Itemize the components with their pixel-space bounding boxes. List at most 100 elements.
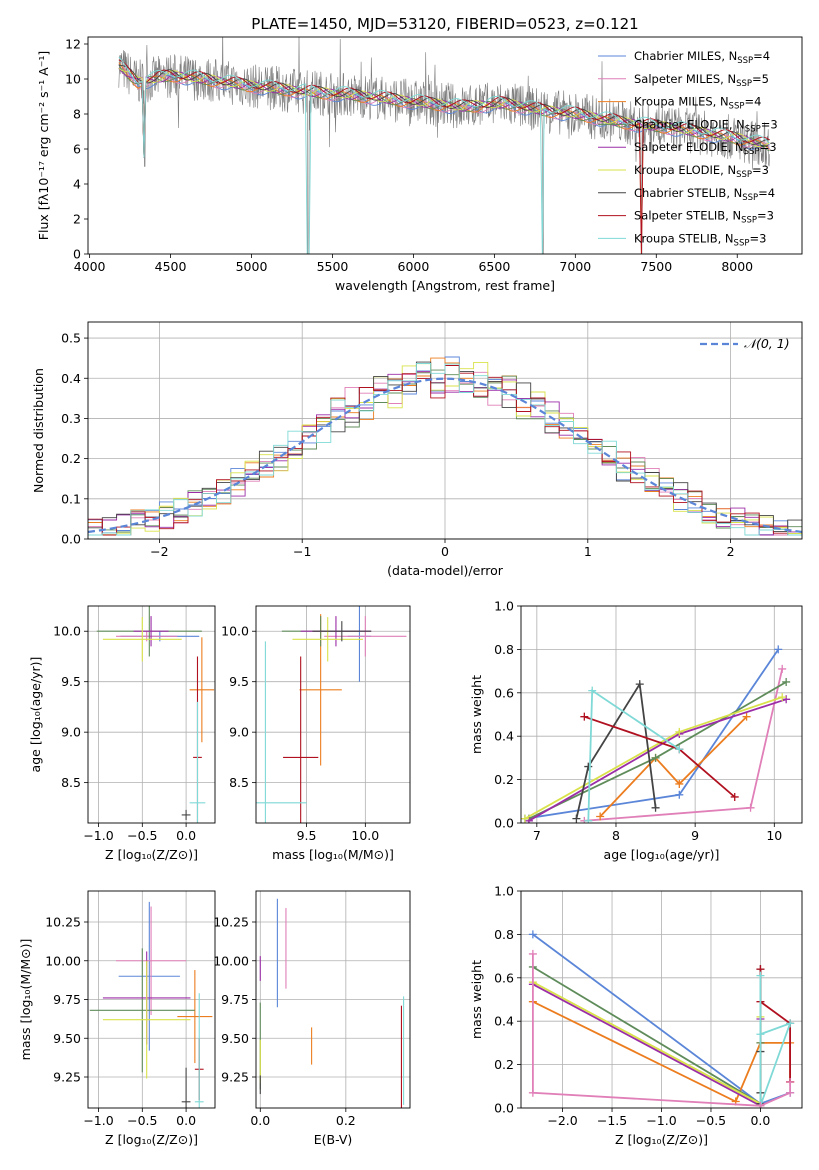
legend-entry: Salpeter STELIB, NSSP=3 xyxy=(634,209,774,226)
legend-name: Salpeter ELODIE, N xyxy=(634,140,744,154)
plot-area xyxy=(256,891,410,1108)
x-axis-label: Z [log₁₀(Z/Z⊙)] xyxy=(105,1132,198,1147)
y-tick-label: 0.3 xyxy=(61,411,81,426)
x-tick-label: 7000 xyxy=(559,259,591,274)
spectrum-panel: 4000 4500 5000 5500 6000 6500 7000 7500 8000 0 2 4 6… xyxy=(36,36,803,293)
weight-point xyxy=(528,1088,537,1097)
x-tick-label: 8 xyxy=(612,828,620,843)
x-tick-label: −0.5 xyxy=(127,1113,157,1128)
y-axis-label: Flux [fλ10⁻¹⁷ erg cm⁻² s⁻¹ A⁻¹] xyxy=(36,51,51,240)
plot-area xyxy=(118,37,770,254)
weight-point xyxy=(596,812,605,821)
weight-point xyxy=(782,677,791,686)
x-axis-label: Z [log₁₀(Z/Z⊙)] xyxy=(105,847,198,862)
y-tick-label: 9.25 xyxy=(53,1070,81,1085)
weight-point xyxy=(774,645,783,654)
weight-line xyxy=(759,975,792,1107)
legend-sub: SSP xyxy=(745,124,761,134)
weight-point xyxy=(742,712,751,721)
weight-point xyxy=(675,745,684,754)
legend-val: =4 xyxy=(753,49,770,63)
x-tick-label: −2 xyxy=(150,544,168,559)
legend-val: =3 xyxy=(761,117,778,131)
y-tick-label: 10.25 xyxy=(45,915,81,930)
spectrum-title: PLATE=1450, MJD=53120, FIBERID=0523, z=0… xyxy=(251,15,638,33)
weight-line xyxy=(584,668,784,822)
x-tick-label: 0.2 xyxy=(336,1113,356,1128)
y-tick-label: 0.0 xyxy=(494,1101,514,1116)
y-tick-label: 0.4 xyxy=(494,1014,514,1029)
legend-entry: Salpeter ELODIE, NSSP=3 xyxy=(634,140,777,157)
y-axis-label: mass weight xyxy=(469,960,484,1039)
axes-frame xyxy=(520,605,803,824)
weight-line xyxy=(532,983,762,1108)
y-tick-label: 1.0 xyxy=(494,599,514,614)
x-tick-label: −1 xyxy=(293,544,311,559)
x-axis-label: Z [log₁₀(Z/Z⊙)] xyxy=(615,1132,708,1147)
x-tick-label: −0.5 xyxy=(127,828,157,843)
y-tick-label: 12 xyxy=(65,37,81,52)
y-axis-label: mass weight xyxy=(469,675,484,754)
legend-name: Kroupa STELIB, N xyxy=(634,231,734,245)
plot-area xyxy=(88,322,802,539)
legend-name: Salpeter MILES, N xyxy=(634,72,736,86)
legend-entry: Chabrier MILES, NSSP=4 xyxy=(634,49,770,66)
legend-entry: Chabrier ELODIE, NSSP=3 xyxy=(634,117,778,134)
plot-area xyxy=(256,606,410,823)
x-tick-label: 9 xyxy=(691,828,699,843)
legend-sub: SSP xyxy=(729,102,745,112)
legend-sub: SSP xyxy=(737,56,753,66)
x-tick-label: −1.0 xyxy=(83,1113,113,1128)
legend-entry: Salpeter MILES, NSSP=5 xyxy=(634,72,769,89)
mass-vs-ebv-panel: 0.0 0.2 9.25 9.50 9.75 10.00 10.25 E(B-V) xyxy=(213,890,411,1147)
x-tick-label: 0.0 xyxy=(250,1113,270,1128)
axes-frame xyxy=(87,36,803,255)
legend-sub: SSP xyxy=(742,193,758,203)
weight-point xyxy=(651,803,660,812)
y-tick-label: 0.1 xyxy=(61,491,81,506)
y-tick-label: 0 xyxy=(73,247,81,262)
weight-point xyxy=(778,664,787,673)
weight-point xyxy=(572,814,581,823)
weight-point xyxy=(786,1088,795,1097)
weight-point xyxy=(756,971,765,980)
y-tick-label: 0.0 xyxy=(494,816,514,831)
y-tick-label: 0.8 xyxy=(494,927,514,942)
y-tick-label: 10.00 xyxy=(45,953,81,968)
y-tick-label: 0.0 xyxy=(61,532,81,547)
y-tick-label: 8.5 xyxy=(229,775,249,790)
weight-point xyxy=(756,1030,765,1039)
y-tick-label: 9.75 xyxy=(221,992,249,1007)
y-tick-label: 0.4 xyxy=(494,729,514,744)
weight-point xyxy=(746,803,755,812)
y-tick-label: 9.25 xyxy=(221,1070,249,1085)
legend-name: Kroupa MILES, N xyxy=(634,95,729,109)
legend-val: =5 xyxy=(752,72,769,86)
legend-entry: Kroupa STELIB, NSSP=3 xyxy=(634,231,766,248)
axes-frame xyxy=(87,890,216,1109)
axes-frame xyxy=(255,890,411,1109)
weight-point xyxy=(730,792,739,801)
age-vs-mass-panel: 9.5 10.0 8.5 9.0 9.5 10.0 mass [log₁₀(M/M⊙)] xyxy=(221,605,411,862)
weight-point xyxy=(528,949,537,958)
plot-area xyxy=(521,891,802,1108)
legend-val: =3 xyxy=(749,231,766,245)
legend-name: Kroupa ELODIE, N xyxy=(634,163,736,177)
y-tick-label: 9.5 xyxy=(61,674,81,689)
x-tick-label: −0.5 xyxy=(696,1113,726,1128)
x-tick-label: 7 xyxy=(533,828,541,843)
y-tick-label: 9.0 xyxy=(61,725,81,740)
y-tick-label: 10.0 xyxy=(53,624,81,639)
x-tick-label: 1 xyxy=(584,544,592,559)
weight-vs-age-panel: 7 8 9 10 0.0 0.2 0.4 0.6 0.8 1.0 age [log₁₀(age/yr… xyxy=(469,599,803,862)
weight-line xyxy=(532,966,762,1106)
x-tick-label: 7500 xyxy=(640,259,672,274)
x-tick-label: 4500 xyxy=(155,259,187,274)
y-tick-label: 9.5 xyxy=(229,674,249,689)
legend-name: Chabrier MILES, N xyxy=(634,49,737,63)
x-tick-label: 8000 xyxy=(721,259,753,274)
legend-name: Salpeter STELIB, N xyxy=(634,209,741,223)
y-tick-label: 0.5 xyxy=(61,331,81,346)
model-line xyxy=(118,64,770,158)
x-axis-label: (data-model)/error xyxy=(387,563,504,578)
